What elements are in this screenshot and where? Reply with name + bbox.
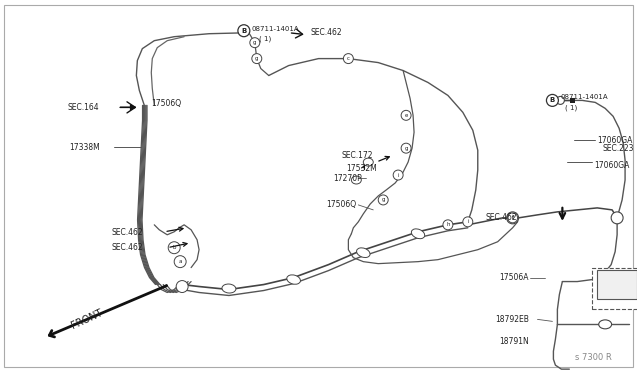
Text: 17060GA: 17060GA bbox=[597, 136, 632, 145]
Bar bbox=[592, 267, 640, 310]
Text: ( 1): ( 1) bbox=[259, 35, 271, 42]
Text: 08711-1401A: 08711-1401A bbox=[252, 26, 300, 32]
Text: g: g bbox=[404, 146, 408, 151]
Circle shape bbox=[176, 280, 188, 292]
Text: g: g bbox=[381, 198, 385, 202]
Text: i: i bbox=[397, 173, 399, 177]
Text: SEC.462: SEC.462 bbox=[111, 228, 143, 237]
Circle shape bbox=[463, 217, 473, 227]
Circle shape bbox=[508, 213, 518, 223]
Ellipse shape bbox=[287, 275, 300, 284]
Text: 18791N: 18791N bbox=[500, 337, 529, 346]
Text: 08711-1401A: 08711-1401A bbox=[561, 94, 608, 100]
Text: SEC.462: SEC.462 bbox=[111, 243, 143, 252]
Circle shape bbox=[250, 38, 260, 48]
Text: SEC.462: SEC.462 bbox=[486, 214, 517, 222]
Ellipse shape bbox=[364, 158, 373, 166]
Ellipse shape bbox=[351, 176, 362, 184]
Text: c: c bbox=[347, 56, 350, 61]
Circle shape bbox=[344, 54, 353, 64]
Circle shape bbox=[238, 25, 250, 37]
Text: g: g bbox=[255, 56, 259, 61]
Text: 17338M: 17338M bbox=[70, 143, 100, 152]
Text: h: h bbox=[446, 222, 450, 227]
Text: SEC.164: SEC.164 bbox=[68, 103, 99, 112]
Circle shape bbox=[393, 170, 403, 180]
Text: f: f bbox=[511, 215, 514, 220]
Text: i: i bbox=[467, 219, 468, 224]
Circle shape bbox=[401, 110, 411, 120]
Circle shape bbox=[507, 212, 518, 224]
Text: B: B bbox=[550, 97, 555, 103]
Text: ( 1): ( 1) bbox=[565, 104, 578, 110]
Circle shape bbox=[611, 212, 623, 224]
Ellipse shape bbox=[356, 248, 370, 257]
Circle shape bbox=[401, 143, 411, 153]
Circle shape bbox=[443, 220, 453, 230]
Bar bbox=[570, 99, 575, 103]
Text: b: b bbox=[172, 245, 176, 250]
Circle shape bbox=[556, 96, 564, 105]
Text: s 7300 R: s 7300 R bbox=[575, 353, 612, 362]
Text: 18792EB: 18792EB bbox=[496, 315, 529, 324]
Circle shape bbox=[252, 54, 262, 64]
Text: 17270P: 17270P bbox=[333, 173, 362, 183]
Text: SEC.462: SEC.462 bbox=[310, 28, 342, 37]
Text: f: f bbox=[511, 215, 514, 220]
Text: FRONT: FRONT bbox=[70, 308, 104, 331]
Circle shape bbox=[378, 195, 388, 205]
Ellipse shape bbox=[412, 229, 425, 239]
Circle shape bbox=[547, 94, 558, 106]
Ellipse shape bbox=[598, 320, 612, 329]
Text: 17506A: 17506A bbox=[500, 273, 529, 282]
Text: SEC.223: SEC.223 bbox=[602, 144, 634, 153]
Text: B: B bbox=[241, 28, 246, 34]
Text: 17506Q: 17506Q bbox=[326, 201, 356, 209]
Ellipse shape bbox=[222, 284, 236, 293]
Text: e: e bbox=[404, 113, 408, 118]
Text: a: a bbox=[179, 259, 182, 264]
Circle shape bbox=[174, 256, 186, 267]
Text: 17060GA: 17060GA bbox=[594, 161, 630, 170]
Text: g: g bbox=[253, 40, 257, 45]
Text: 17506Q: 17506Q bbox=[151, 99, 181, 108]
Circle shape bbox=[168, 242, 180, 254]
Text: SEC.172: SEC.172 bbox=[341, 151, 373, 160]
Text: 17532M: 17532M bbox=[346, 164, 377, 173]
Bar bbox=[597, 270, 637, 299]
